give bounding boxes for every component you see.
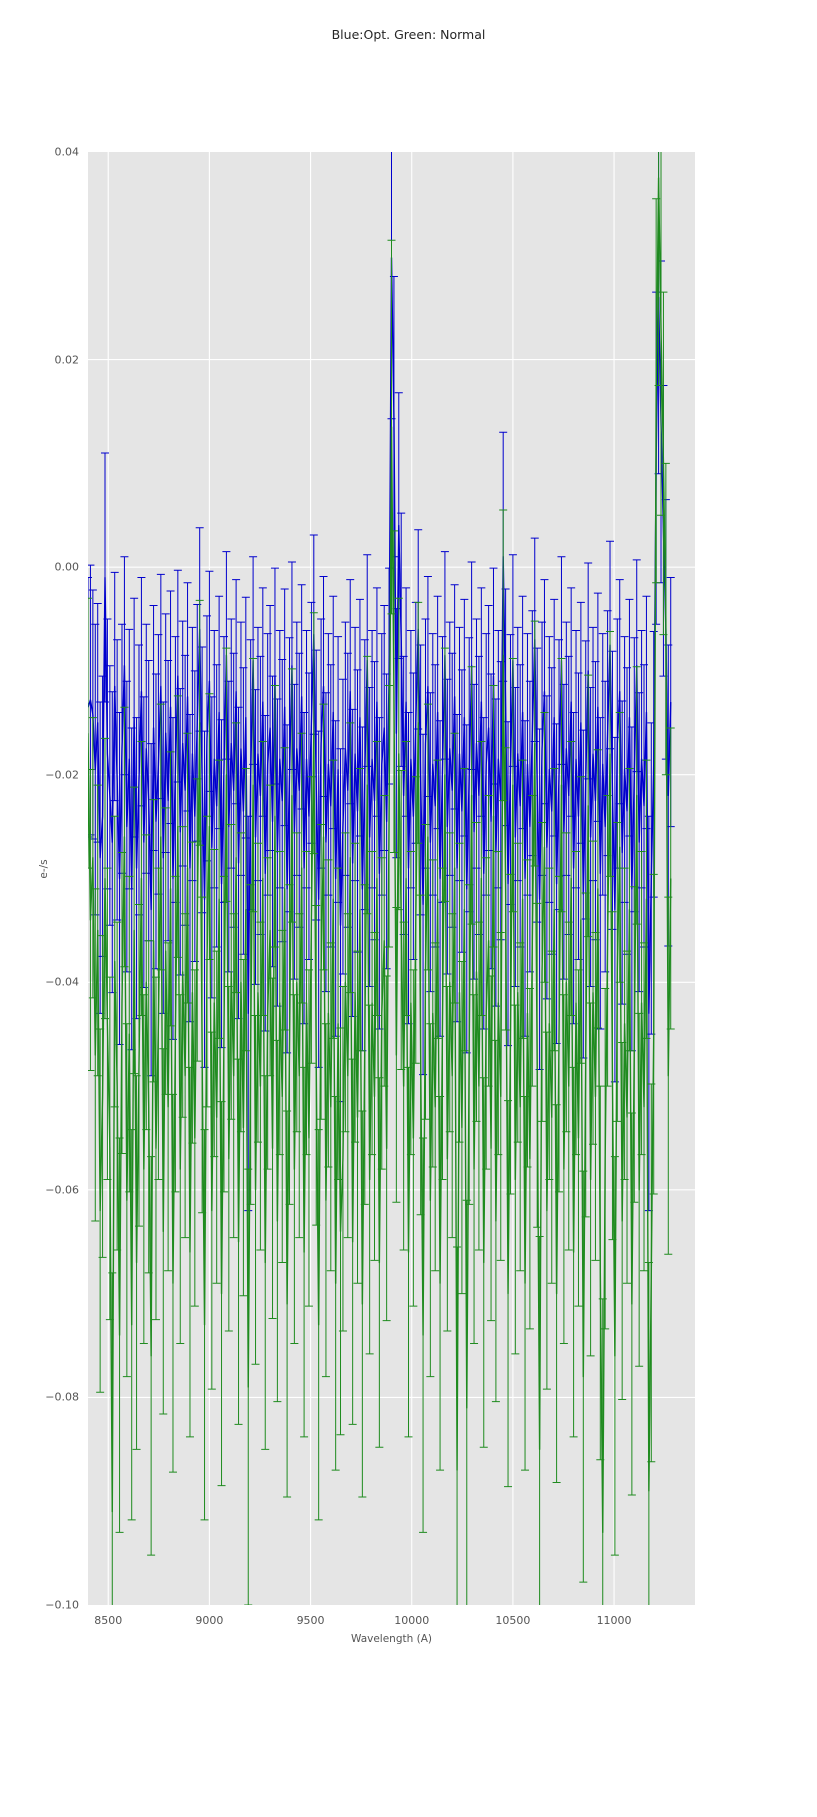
plot-svg (88, 152, 695, 1605)
x-tick-label: 8500 (94, 1614, 123, 1627)
y-tick-label: −0.02 (45, 768, 79, 782)
plot-area (88, 152, 695, 1605)
x-tick-label: 10500 (495, 1614, 531, 1627)
y-tick-label: −0.08 (45, 1390, 79, 1404)
series-line (88, 177, 672, 1534)
y-axis-label: e-/s (38, 859, 50, 879)
x-tick-label: 9000 (195, 1614, 224, 1627)
y-tick-label: −0.06 (45, 1183, 79, 1197)
x-tick-label: 10000 (394, 1614, 430, 1627)
y-tick-label: 0.02 (54, 353, 80, 367)
y-tick-label: 0.04 (54, 145, 80, 159)
x-tick-label: 9500 (296, 1614, 325, 1627)
series-line (88, 257, 672, 1015)
x-axis-label: Wavelength (A) (350, 1633, 432, 1645)
y-axis-tick-labels: 0.04 0.02 0.00 −0.02 −0.04 −0.06 −0.08 −0.10 (0, 0, 79, 1817)
chart-title: Blue:Opt. Green: Normal (331, 27, 486, 42)
data-series (88, 152, 675, 1605)
x-tick-label: 11000 (596, 1614, 632, 1627)
series-normal (88, 152, 675, 1605)
y-tick-label: −0.10 (45, 1598, 79, 1612)
y-tick-label: 0.00 (54, 560, 80, 574)
y-tick-label: −0.04 (45, 975, 79, 989)
